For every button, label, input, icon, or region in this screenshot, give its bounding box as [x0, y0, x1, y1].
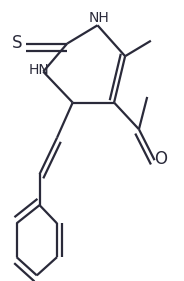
- Text: HN: HN: [28, 63, 49, 77]
- Text: NH: NH: [89, 11, 110, 25]
- Text: O: O: [155, 150, 167, 168]
- Text: S: S: [12, 34, 23, 52]
